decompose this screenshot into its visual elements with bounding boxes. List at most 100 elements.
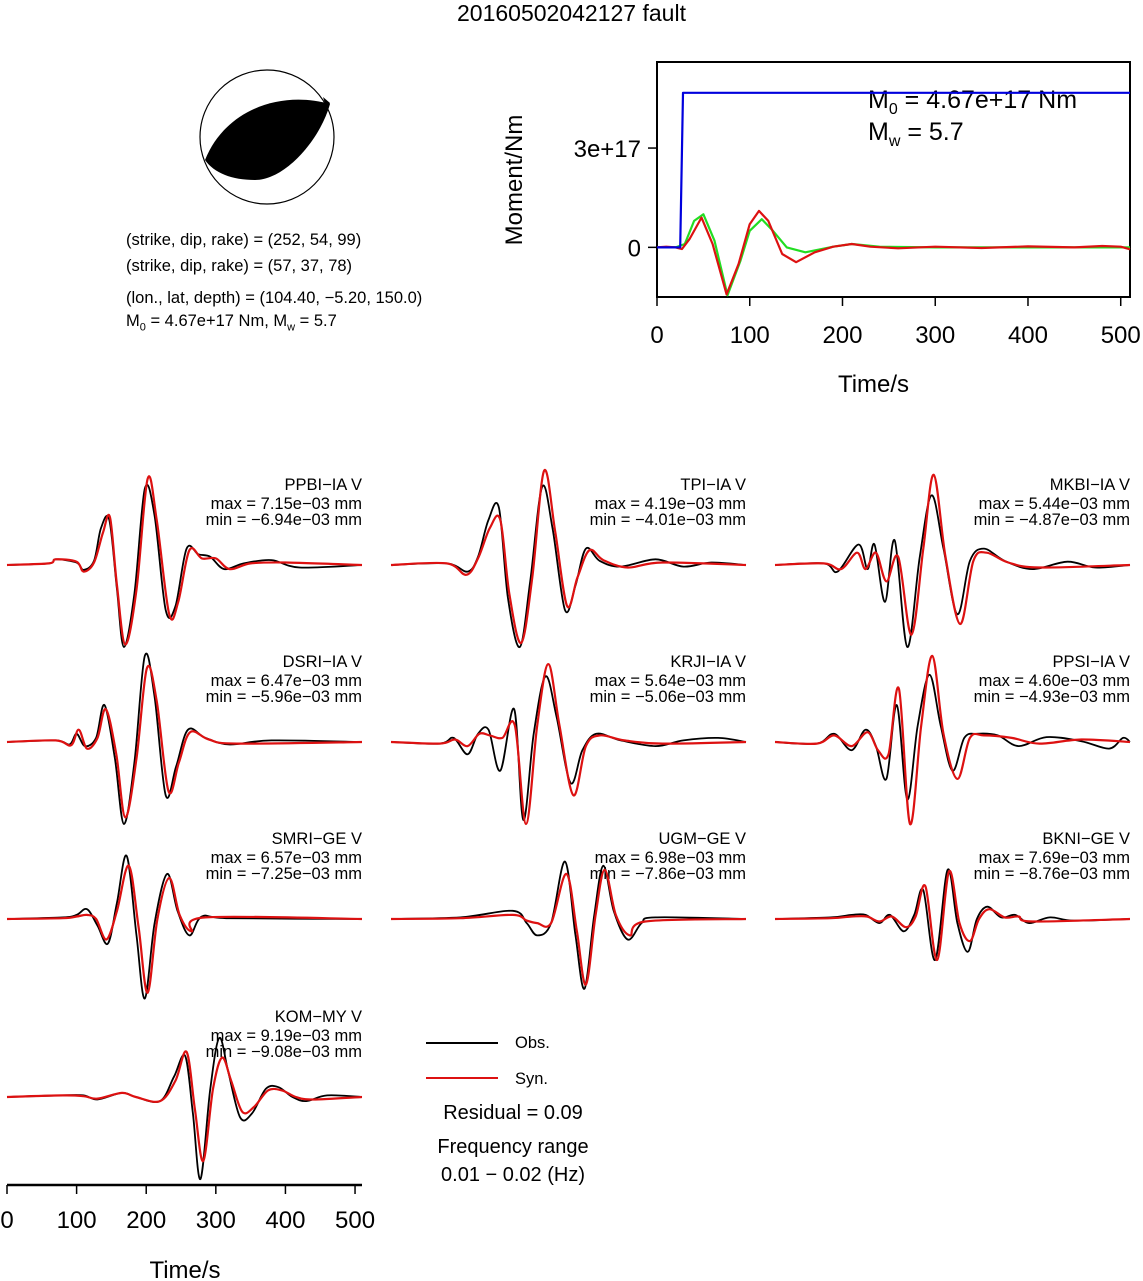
time-axis-label: Time/s — [149, 1257, 220, 1281]
station-name-text: KOM−MY V — [274, 1008, 362, 1026]
observed-waveform — [774, 494, 1131, 648]
station-trace-4 — [390, 662, 747, 826]
waveform-traces — [6, 468, 1131, 1180]
observed-waveform — [6, 652, 363, 825]
station-trace-9 — [6, 1037, 363, 1180]
station-name-text: SMRI−GE V — [271, 830, 362, 848]
frequency-range-label: Frequency range — [437, 1136, 589, 1158]
station-max-text: max = 6.47e−03 mm — [210, 672, 362, 690]
moment-x-tick-label: 100 — [730, 322, 770, 349]
station-trace-2 — [774, 473, 1131, 648]
moment-series-0 — [657, 91, 1130, 249]
station-min-text: min = −8.76e−03 mm — [973, 865, 1130, 883]
station-max-text: max = 4.60e−03 mm — [978, 672, 1130, 690]
observed-waveform — [390, 860, 747, 990]
time-axis-tick-label: 0 — [0, 1207, 13, 1234]
station-max-text: max = 7.69e−03 mm — [978, 849, 1130, 867]
moment-annotation: M0 = 4.67e+17 Nm — [868, 86, 1078, 118]
station-min-text: min = −4.93e−03 mm — [973, 688, 1130, 706]
nodal-plane-2: (strike, dip, rake) = (57, 37, 78) — [126, 257, 353, 275]
observed-waveform — [390, 484, 747, 648]
moment-y-axis-label: Moment/Nm — [501, 115, 528, 246]
moment-x-axis-label: Time/s — [838, 371, 909, 398]
station-trace-5 — [774, 654, 1131, 826]
station-name-text: KRJI−IA V — [670, 653, 746, 671]
moment-x-tick-label: 500 — [1101, 322, 1141, 349]
nodal-plane-1: (strike, dip, rake) = (252, 54, 99) — [126, 231, 362, 249]
station-max-text: max = 6.57e−03 mm — [210, 849, 362, 867]
moment-series-2 — [657, 213, 1130, 297]
moment-magnitude-line: M0 = 4.67e+17 Nm, Mw = 5.7 — [126, 312, 337, 334]
figure-title: 20160502042127 fault — [457, 0, 686, 26]
synthetic-waveform — [6, 1050, 363, 1163]
station-trace-0 — [6, 475, 363, 648]
station-trace-3 — [6, 652, 363, 825]
moment-y-tick-label: 0 — [628, 235, 641, 262]
moment-x-tick-label: 400 — [1008, 322, 1048, 349]
station-trace-1 — [390, 468, 747, 648]
waveform-time-axis: 0 100 200 300 400 500 Time/s — [0, 1183, 375, 1281]
station-max-text: max = 9.19e−03 mm — [210, 1027, 362, 1045]
station-min-text: min = −4.87e−03 mm — [973, 511, 1130, 529]
moment-series-1 — [656, 209, 1131, 296]
observed-waveform — [6, 854, 363, 1000]
focal-mechanism-beachball — [199, 69, 335, 205]
time-axis-tick-label: 200 — [126, 1207, 166, 1234]
station-trace-6 — [6, 854, 363, 1000]
moment-y-tick-label: 3e+17 — [574, 136, 641, 163]
station-name-text: DSRI−IA V — [282, 653, 362, 671]
synthetic-waveform — [774, 870, 1131, 962]
station-min-text: min = −7.86e−03 mm — [589, 865, 746, 883]
moment-x-tick-label: 200 — [822, 322, 862, 349]
legend-syn-label: Syn. — [515, 1070, 549, 1088]
time-axis-tick-label: 400 — [265, 1207, 305, 1234]
station-name-text: BKNI−GE V — [1042, 830, 1130, 848]
station-min-text: min = −5.06e−03 mm — [589, 688, 746, 706]
frequency-range-value: 0.01 − 0.02 (Hz) — [441, 1164, 585, 1186]
synthetic-waveform — [390, 468, 747, 645]
station-name-text: PPSI−IA V — [1052, 653, 1130, 671]
station-name-text: PPBI−IA V — [284, 476, 362, 494]
synthetic-waveform — [6, 864, 363, 994]
station-max-text: max = 5.44e−03 mm — [978, 495, 1130, 513]
legend-obs-label: Obs. — [515, 1034, 550, 1052]
station-min-text: min = −4.01e−03 mm — [589, 511, 746, 529]
station-max-text: max = 5.64e−03 mm — [594, 672, 746, 690]
synthetic-waveform — [390, 662, 747, 826]
synthetic-waveform — [774, 473, 1131, 636]
synthetic-waveform — [6, 664, 363, 819]
observed-waveform — [6, 1037, 363, 1180]
moment-function-plot: 0 100 200 300 400 500 0 3e+17 Time/s Moment/Nm — [501, 61, 1141, 398]
time-axis-tick-label: 300 — [196, 1207, 236, 1234]
station-min-text: min = −6.94e−03 mm — [205, 511, 362, 529]
station-name-text: MKBI−IA V — [1049, 476, 1130, 494]
time-axis-tick-label: 100 — [57, 1207, 97, 1234]
residual-label: Residual = 0.09 — [443, 1102, 583, 1124]
station-min-text: min = −7.25e−03 mm — [205, 865, 362, 883]
hypocenter-location: (lon., lat, depth) = (104.40, −5.20, 150… — [126, 289, 423, 307]
synthetic-waveform — [774, 654, 1131, 826]
station-name-text: TPI−IA V — [680, 476, 746, 494]
time-axis-tick-label: 500 — [335, 1207, 375, 1234]
synthetic-waveform — [6, 475, 363, 646]
moment-x-tick-label: 0 — [650, 322, 663, 349]
station-name-text: UGM−GE V — [658, 830, 746, 848]
station-min-text: min = −9.08e−03 mm — [205, 1043, 362, 1061]
station-min-text: min = −5.96e−03 mm — [205, 688, 362, 706]
station-max-text: max = 7.15e−03 mm — [210, 495, 362, 513]
synthetic-waveform — [390, 868, 747, 986]
station-max-text: max = 6.98e−03 mm — [594, 849, 746, 867]
station-trace-8 — [774, 868, 1131, 962]
moment-x-tick-label: 300 — [915, 322, 955, 349]
